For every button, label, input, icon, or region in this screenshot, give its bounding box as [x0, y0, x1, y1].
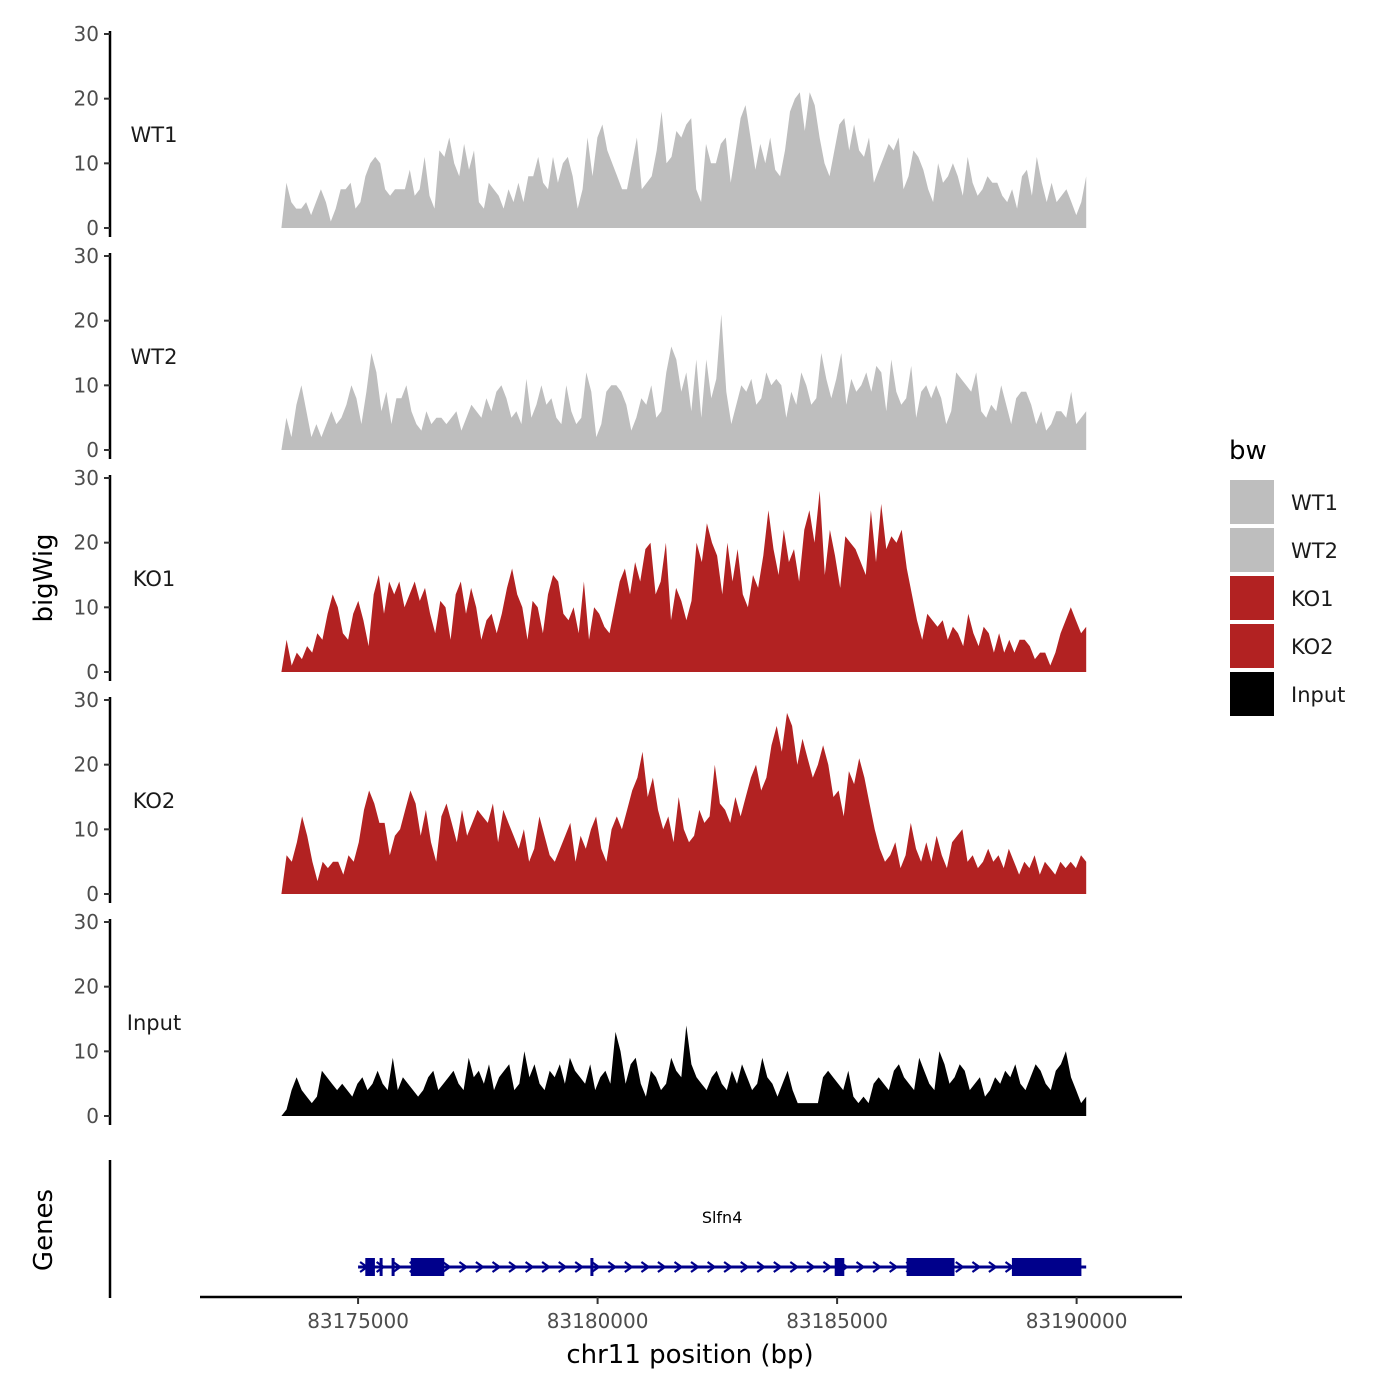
- coverage-area-wt2: [281, 314, 1087, 450]
- y-tick-label: 30: [74, 244, 99, 268]
- gene-exon: [391, 1258, 395, 1276]
- y-tick-label: 0: [86, 438, 99, 462]
- y-tick-label: 20: [74, 975, 99, 999]
- x-tick-label: 83180000: [547, 1309, 649, 1333]
- x-axis: 83175000 83180000 83185000 83190000: [200, 1295, 1182, 1333]
- strand-arrow: [723, 1261, 733, 1273]
- track-wt2: 0 10 20 30 WT2: [74, 244, 1087, 462]
- y-tick-label: 30: [74, 466, 99, 490]
- legend: bw WT1 WT2 KO1 KO2 Input: [1228, 436, 1345, 718]
- y-tick-label: 20: [74, 309, 99, 333]
- strand-arrow: [624, 1261, 634, 1273]
- strand-arrow: [491, 1261, 502, 1273]
- strand-arrow: [740, 1261, 750, 1273]
- gene-exon: [1011, 1258, 1082, 1276]
- strand-arrow: [442, 1261, 452, 1273]
- strand-arrow: [789, 1261, 800, 1273]
- strand-arrow: [806, 1261, 816, 1273]
- strand-arrow: [690, 1261, 700, 1273]
- strand-arrow: [756, 1261, 767, 1273]
- y-tick-label: 0: [86, 1104, 99, 1128]
- track-label-ko2: KO2: [133, 789, 176, 813]
- strand-arrow: [955, 1261, 965, 1273]
- legend-label-ko2: KO2: [1291, 635, 1334, 659]
- y-tick-label: 10: [74, 595, 99, 619]
- gene-exon: [365, 1258, 375, 1276]
- x-tick-label: 83190000: [1026, 1309, 1128, 1333]
- y-tick-label: 10: [74, 817, 99, 841]
- legend-key-ko2: [1228, 622, 1276, 670]
- strand-arrow: [607, 1261, 618, 1273]
- strand-arrow: [524, 1261, 535, 1273]
- x-tick-label: 83185000: [786, 1309, 888, 1333]
- track-panels: 0 10 20 30 WT1 0 10 20 30 WT2 0 10 20 30 KO1 0 10 20 30 KO2…: [74, 22, 1087, 1128]
- strand-arrow: [558, 1261, 568, 1273]
- legend-key-input: [1228, 670, 1276, 718]
- legend-title: bw: [1229, 436, 1267, 466]
- y-tick-label: 20: [74, 753, 99, 777]
- strand-arrow: [888, 1261, 899, 1273]
- strand-arrow: [988, 1261, 998, 1273]
- gene-name-label: Slfn4: [702, 1208, 743, 1227]
- track-wt1: 0 10 20 30 WT1: [74, 22, 1087, 240]
- track-ko1: 0 10 20 30 KO1: [74, 466, 1087, 684]
- y-tick-label: 30: [74, 22, 99, 46]
- strand-arrow: [706, 1261, 717, 1273]
- coverage-area-ko2: [281, 712, 1087, 894]
- legend-key-wt2: [1228, 526, 1276, 574]
- track-label-input: Input: [127, 1011, 181, 1035]
- strand-arrow: [773, 1261, 783, 1273]
- strand-arrow: [822, 1261, 833, 1273]
- coverage-area-ko1: [281, 490, 1087, 672]
- coverage-area-wt1: [281, 92, 1087, 228]
- strand-arrow: [657, 1261, 667, 1273]
- gene-panel: Slfn4: [108, 1160, 1087, 1298]
- y-tick-label: 10: [74, 151, 99, 175]
- y-tick-label: 10: [74, 373, 99, 397]
- legend-label-ko1: KO1: [1291, 587, 1334, 611]
- strand-arrow: [458, 1261, 469, 1273]
- legend-label-wt2: WT2: [1291, 539, 1338, 563]
- track-input: 0 10 20 30 Input: [74, 910, 1087, 1128]
- legend-label-input: Input: [1291, 683, 1345, 707]
- coverage-area-input: [281, 1025, 1087, 1116]
- strand-arrow: [673, 1261, 684, 1273]
- strand-arrow: [508, 1261, 518, 1273]
- y-tick-label: 30: [74, 688, 99, 712]
- gene-exon: [590, 1258, 594, 1276]
- gene-exon: [379, 1258, 383, 1276]
- y-tick-label: 0: [86, 660, 99, 684]
- strand-arrow: [574, 1261, 585, 1273]
- strand-arrow: [971, 1261, 982, 1273]
- legend-key-wt1: [1228, 478, 1276, 526]
- legend-key-ko1: [1228, 574, 1276, 622]
- strand-arrow: [640, 1261, 651, 1273]
- strand-arrow: [855, 1261, 866, 1273]
- y-tick-label: 20: [74, 531, 99, 555]
- legend-label-wt1: WT1: [1291, 491, 1338, 515]
- track-label-wt1: WT1: [131, 123, 178, 147]
- x-axis-title: chr11 position (bp): [566, 1340, 813, 1370]
- y-tick-label: 10: [74, 1039, 99, 1063]
- track-ko2: 0 10 20 30 KO2: [74, 688, 1087, 906]
- strand-arrow: [375, 1261, 386, 1273]
- gene-exon: [834, 1258, 845, 1276]
- gene-exon: [410, 1258, 445, 1276]
- track-label-ko1: KO1: [133, 567, 176, 591]
- y-tick-label: 0: [86, 882, 99, 906]
- track-label-wt2: WT2: [131, 345, 178, 369]
- strand-arrow: [475, 1261, 485, 1273]
- strand-arrow: [541, 1261, 551, 1273]
- y-axis-title: bigWig: [29, 533, 59, 622]
- y-tick-label: 0: [86, 216, 99, 240]
- strand-arrow: [392, 1261, 403, 1273]
- strand-arrow: [872, 1261, 882, 1273]
- x-tick-label: 83175000: [307, 1309, 409, 1333]
- genes-axis-title: Genes: [29, 1189, 59, 1271]
- gene-exon: [906, 1258, 955, 1276]
- y-tick-label: 20: [74, 87, 99, 111]
- strand-arrow: [591, 1261, 601, 1273]
- y-tick-label: 30: [74, 910, 99, 934]
